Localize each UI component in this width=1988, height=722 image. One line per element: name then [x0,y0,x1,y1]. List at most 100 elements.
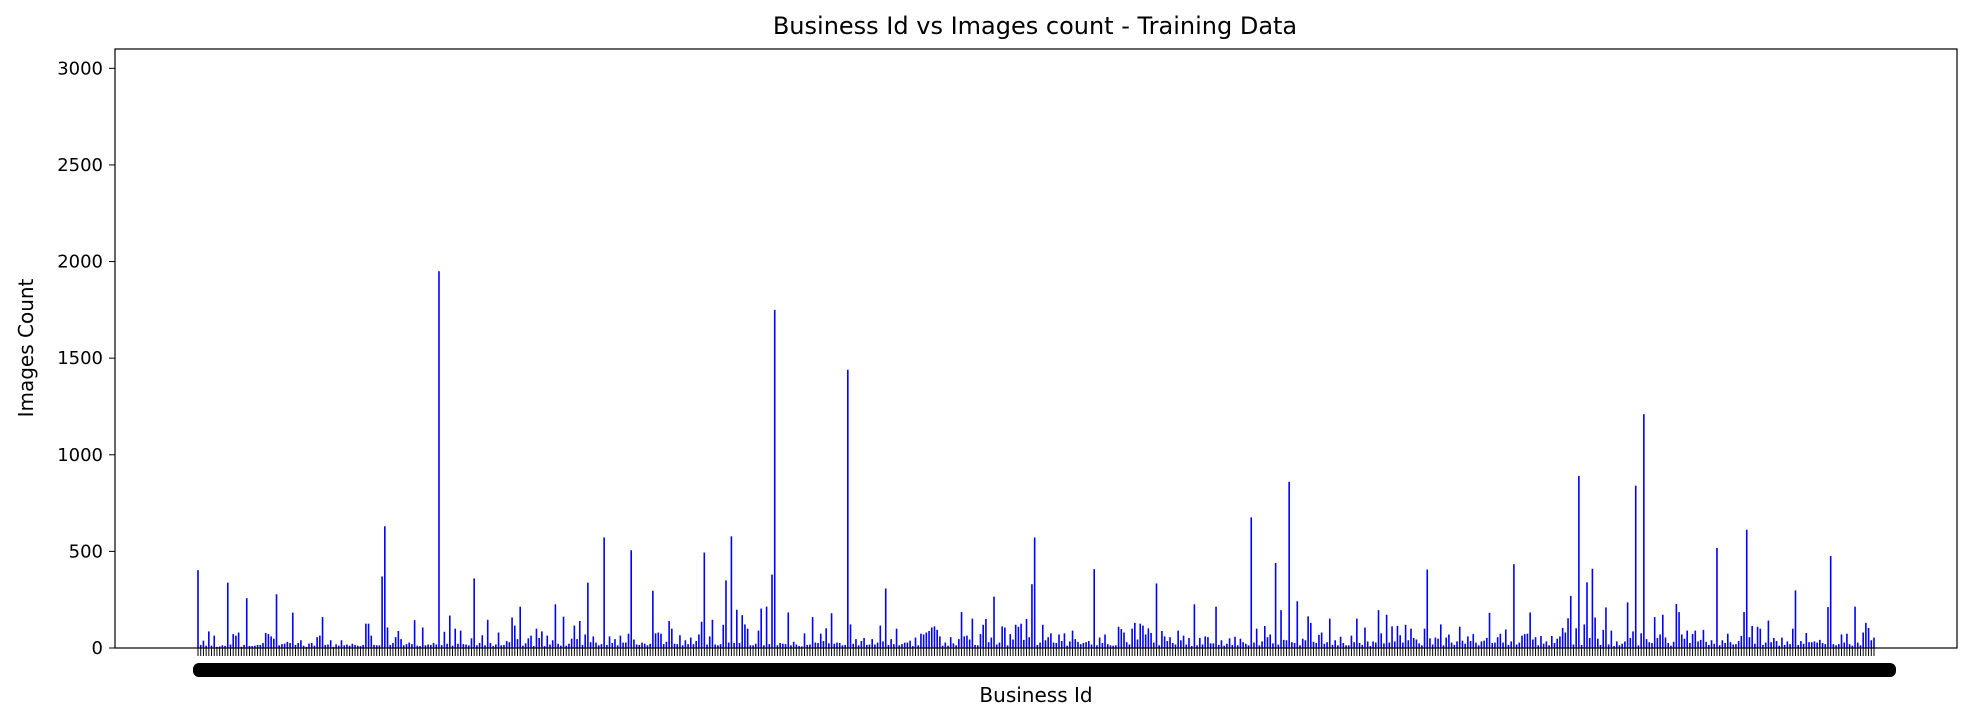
bar [676,644,679,648]
bar [1429,638,1431,648]
bar [1082,642,1085,648]
bar [1756,626,1759,648]
bar [1778,645,1781,648]
bar [516,639,519,648]
bar [286,641,289,648]
bar [1439,624,1442,648]
bar [513,625,516,648]
bar [841,645,844,648]
bar [1407,640,1410,648]
bar [884,588,887,648]
bar [378,645,381,648]
bar [367,623,370,648]
bar [1253,642,1255,648]
bar [1848,644,1851,648]
bar [684,640,687,648]
bar [1388,642,1391,648]
bar [933,626,936,648]
bar [386,627,389,648]
bar [860,641,863,648]
bar [1856,642,1859,648]
bar [459,630,462,648]
bar [711,619,714,648]
bar [1383,643,1385,648]
bar [1521,635,1523,648]
bar [1651,642,1653,648]
bar [587,582,589,648]
bar [1770,642,1772,648]
bar [1001,626,1003,648]
bar [787,612,790,648]
bar [903,642,906,648]
bar [497,632,500,648]
bar [1773,637,1775,648]
bar [1402,642,1404,648]
bar [1004,627,1006,648]
bar [971,618,974,648]
bar [294,644,297,648]
bar [1789,644,1791,648]
bar [551,640,554,648]
bar [795,644,798,648]
bar [1155,583,1158,648]
bar [245,598,248,648]
bar [1342,642,1345,648]
bar [1458,626,1461,648]
bar [1816,642,1818,648]
bar [1532,639,1534,648]
bar [1737,641,1740,648]
bar [1507,644,1510,648]
bar [522,645,524,648]
bar [1786,641,1789,648]
bar [1169,637,1171,648]
bar [1607,644,1610,648]
bar [865,644,868,648]
bar [1055,642,1058,648]
bar [486,619,489,648]
bar [1496,637,1499,648]
bar [665,641,668,648]
bar [1735,644,1737,648]
bar [936,629,938,648]
bar [1307,616,1309,648]
bar [1337,645,1339,648]
bar [541,631,543,648]
bar [998,642,1001,648]
bar [1718,645,1721,648]
bar [1610,630,1613,648]
bar [619,635,622,648]
bar [1469,641,1472,648]
bar [1526,633,1529,648]
bar [749,645,752,648]
bar [400,639,402,648]
bar [1323,643,1326,648]
bar [1115,645,1117,648]
bar [1637,645,1640,648]
bar [205,645,207,648]
bar [560,645,562,648]
bar [1239,638,1242,648]
bar [1209,643,1212,648]
bar [1564,632,1567,648]
bar [1843,642,1846,648]
bar [592,636,595,648]
bar [1653,617,1656,648]
bar [1196,645,1198,648]
y-tick-label: 0 [92,638,103,659]
bar [1640,633,1642,648]
bar [1201,644,1204,648]
bar [1036,644,1039,648]
bar [603,537,605,648]
bar [608,636,611,648]
bar [1104,634,1106,648]
bar [1006,645,1009,648]
bar [356,645,359,648]
bar [1396,625,1399,648]
bar [1412,637,1415,648]
bar [1182,635,1185,648]
bar [1559,636,1561,648]
bar [226,582,229,648]
bar [733,642,735,648]
bar [335,644,337,648]
bar [405,644,408,648]
